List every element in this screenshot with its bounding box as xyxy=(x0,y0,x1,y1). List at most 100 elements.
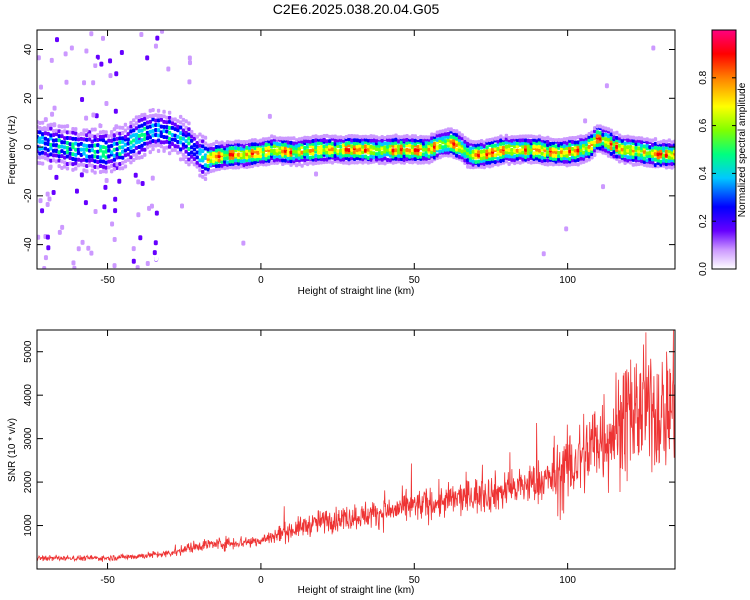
ridge-cell xyxy=(187,132,191,137)
ridge-cell xyxy=(143,116,147,121)
ridge-cell xyxy=(408,160,412,165)
ridge-cell xyxy=(496,146,500,151)
ridge-cell xyxy=(82,168,86,173)
ridge-cell xyxy=(515,148,520,153)
ridge-cell xyxy=(38,151,42,156)
ridge-cell xyxy=(639,140,644,145)
ridge-cell xyxy=(537,158,542,163)
ridge-cell xyxy=(223,166,227,171)
ridge-cell xyxy=(639,143,644,148)
snr-series-line xyxy=(37,330,675,563)
ridge-cell xyxy=(184,159,188,164)
ridge-cell xyxy=(214,164,219,169)
ridge-cell xyxy=(90,154,95,159)
ridge-cell xyxy=(115,147,119,152)
ridge-cell xyxy=(220,151,224,156)
ridge-cell xyxy=(43,141,48,146)
ridge-cell xyxy=(57,150,61,155)
ridge-cell xyxy=(316,146,321,151)
ridge-cell xyxy=(648,163,652,168)
ridge-cell xyxy=(51,138,56,143)
ridge-cell xyxy=(38,125,42,130)
ridge-cell xyxy=(645,151,649,156)
ridge-cell xyxy=(247,158,252,163)
ridge-cell xyxy=(319,134,324,139)
ridge-cell xyxy=(170,141,175,146)
ridge-cell xyxy=(333,142,337,147)
noise-cell xyxy=(93,63,98,69)
ridge-cell xyxy=(93,134,97,139)
ridge-cell xyxy=(181,152,186,157)
ridge-cell xyxy=(187,127,191,132)
ridge-cell xyxy=(46,138,50,143)
ridge-cell xyxy=(515,141,520,146)
ridge-cell xyxy=(374,147,379,152)
ridge-cell xyxy=(628,135,633,140)
ridge-cell xyxy=(623,157,627,162)
x-tick-label: 0 xyxy=(258,575,264,586)
ridge-cell xyxy=(54,138,59,143)
ridge-cell xyxy=(261,137,266,142)
ridge-cell xyxy=(118,155,122,160)
ridge-cell xyxy=(209,151,213,156)
noise-cell xyxy=(105,122,110,128)
ridge-cell xyxy=(212,151,216,156)
ridge-cell xyxy=(374,135,379,140)
ridge-cell xyxy=(452,144,456,149)
ridge-cell xyxy=(145,136,150,141)
ridge-cell xyxy=(590,155,594,160)
ridge-cell xyxy=(297,143,302,148)
ridge-cell xyxy=(548,161,553,166)
ridge-cell xyxy=(466,148,470,153)
ridge-cell xyxy=(413,157,417,162)
ridge-cell xyxy=(256,139,260,144)
ridge-cell xyxy=(394,156,398,161)
ridge-cell xyxy=(154,128,158,133)
ridge-cell xyxy=(601,150,605,155)
ridge-cell xyxy=(314,138,318,143)
ridge-cell xyxy=(300,150,304,155)
ridge-cell xyxy=(85,137,89,142)
ridge-cell xyxy=(518,148,522,153)
ridge-cell xyxy=(74,152,78,157)
ridge-cell xyxy=(123,164,128,169)
ridge-cell xyxy=(286,150,291,155)
ridge-cell xyxy=(427,160,431,165)
ridge-cell xyxy=(145,114,150,119)
ridge-cell xyxy=(236,158,241,163)
ridge-cell xyxy=(363,154,368,159)
ridge-cell xyxy=(115,162,119,167)
ridge-cell xyxy=(281,149,285,154)
ridge-cell xyxy=(609,132,613,137)
ridge-cell xyxy=(568,136,572,141)
ridge-cell xyxy=(645,140,649,145)
ridge-cell xyxy=(256,163,260,168)
ridge-cell xyxy=(565,163,569,168)
ridge-cell xyxy=(388,158,393,163)
ridge-cell xyxy=(479,156,484,161)
ridge-cell xyxy=(653,137,658,142)
ridge-cell xyxy=(526,144,531,149)
ridge-cell xyxy=(383,145,387,150)
noise-cell xyxy=(145,55,150,61)
ridge-cell xyxy=(330,134,335,139)
ridge-cell xyxy=(170,137,175,142)
ridge-cell xyxy=(521,153,525,158)
ridge-cell xyxy=(118,145,122,150)
ridge-cell xyxy=(593,126,597,131)
ridge-cell xyxy=(250,164,255,169)
ridge-cell xyxy=(220,163,224,168)
ridge-cell xyxy=(581,140,586,145)
ridge-cell xyxy=(85,158,89,163)
ridge-cell xyxy=(57,144,61,149)
ridge-cell xyxy=(350,147,354,152)
ridge-cell xyxy=(419,160,423,165)
noise-cell xyxy=(583,118,588,124)
ridge-cell xyxy=(328,159,332,164)
ridge-cell xyxy=(570,155,575,160)
ridge-cell xyxy=(570,140,575,145)
ridge-cell xyxy=(85,147,89,152)
ridge-cell xyxy=(63,140,67,145)
ridge-cell xyxy=(134,152,139,157)
ridge-cell xyxy=(316,160,321,165)
